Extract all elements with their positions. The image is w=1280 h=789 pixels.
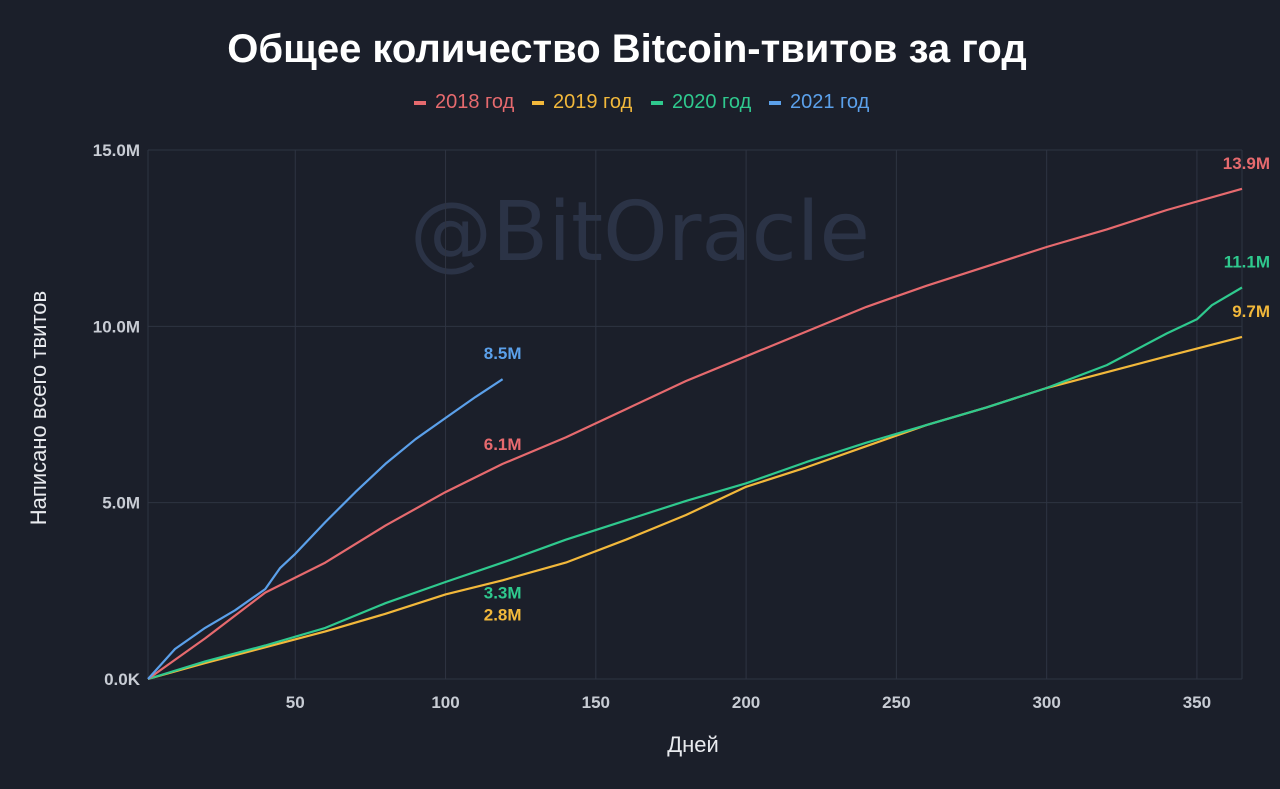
y-tick-label: 5.0M <box>102 494 140 513</box>
grid <box>147 149 1243 680</box>
y-axis-ticks: 0.0K 5.0M 10.0M 15.0M <box>93 141 141 689</box>
legend-item-label[interactable]: 2018 год <box>435 91 515 113</box>
chart-title: Общее количество Bitcoin-твитов за год <box>227 27 1026 71</box>
legend-item-label[interactable]: 2020 год <box>672 91 752 113</box>
data-label: 11.1M <box>1224 253 1270 272</box>
data-label: 2.8M <box>484 605 522 624</box>
x-tick-label: 150 <box>582 693 610 712</box>
data-label: 8.5M <box>484 344 522 363</box>
legend-swatch <box>651 101 663 105</box>
legend-swatch <box>414 101 426 105</box>
series-line-2 <box>147 286 1243 681</box>
x-tick-label: 50 <box>286 693 305 712</box>
data-label: 3.3M <box>484 584 522 603</box>
series-line-1 <box>147 335 1243 681</box>
series-line-3 <box>147 378 504 680</box>
series-lines <box>147 187 1243 681</box>
x-tick-label: 200 <box>732 693 760 712</box>
legend-swatch <box>769 101 781 105</box>
x-tick-label: 300 <box>1032 693 1060 712</box>
series-line-0 <box>147 187 1243 680</box>
x-axis-label: Дней <box>667 732 719 757</box>
data-labels: 8.5M 6.1M 3.3M 2.8M 13.9M 11.1M 9.7M <box>484 154 1270 624</box>
x-tick-label: 250 <box>882 693 910 712</box>
legend-item-label[interactable]: 2019 год <box>553 91 633 113</box>
data-label: 13.9M <box>1223 154 1270 173</box>
y-tick-label: 15.0M <box>93 141 140 160</box>
data-label: 6.1M <box>484 435 522 454</box>
y-axis-label: Написано всего твитов <box>26 291 51 525</box>
y-tick-label: 0.0K <box>104 670 141 689</box>
x-tick-label: 100 <box>431 693 459 712</box>
legend-item-label[interactable]: 2021 год <box>790 91 870 113</box>
y-tick-label: 10.0M <box>93 317 140 336</box>
legend-swatch <box>532 101 544 105</box>
legend: 2018 год 2019 год 2020 год 2021 год <box>414 91 870 113</box>
x-tick-label: 350 <box>1183 693 1211 712</box>
data-label: 9.7M <box>1232 302 1270 321</box>
watermark: @BitOracle <box>410 185 870 280</box>
x-axis-ticks: 50 100 150 200 250 300 350 <box>286 693 1211 712</box>
